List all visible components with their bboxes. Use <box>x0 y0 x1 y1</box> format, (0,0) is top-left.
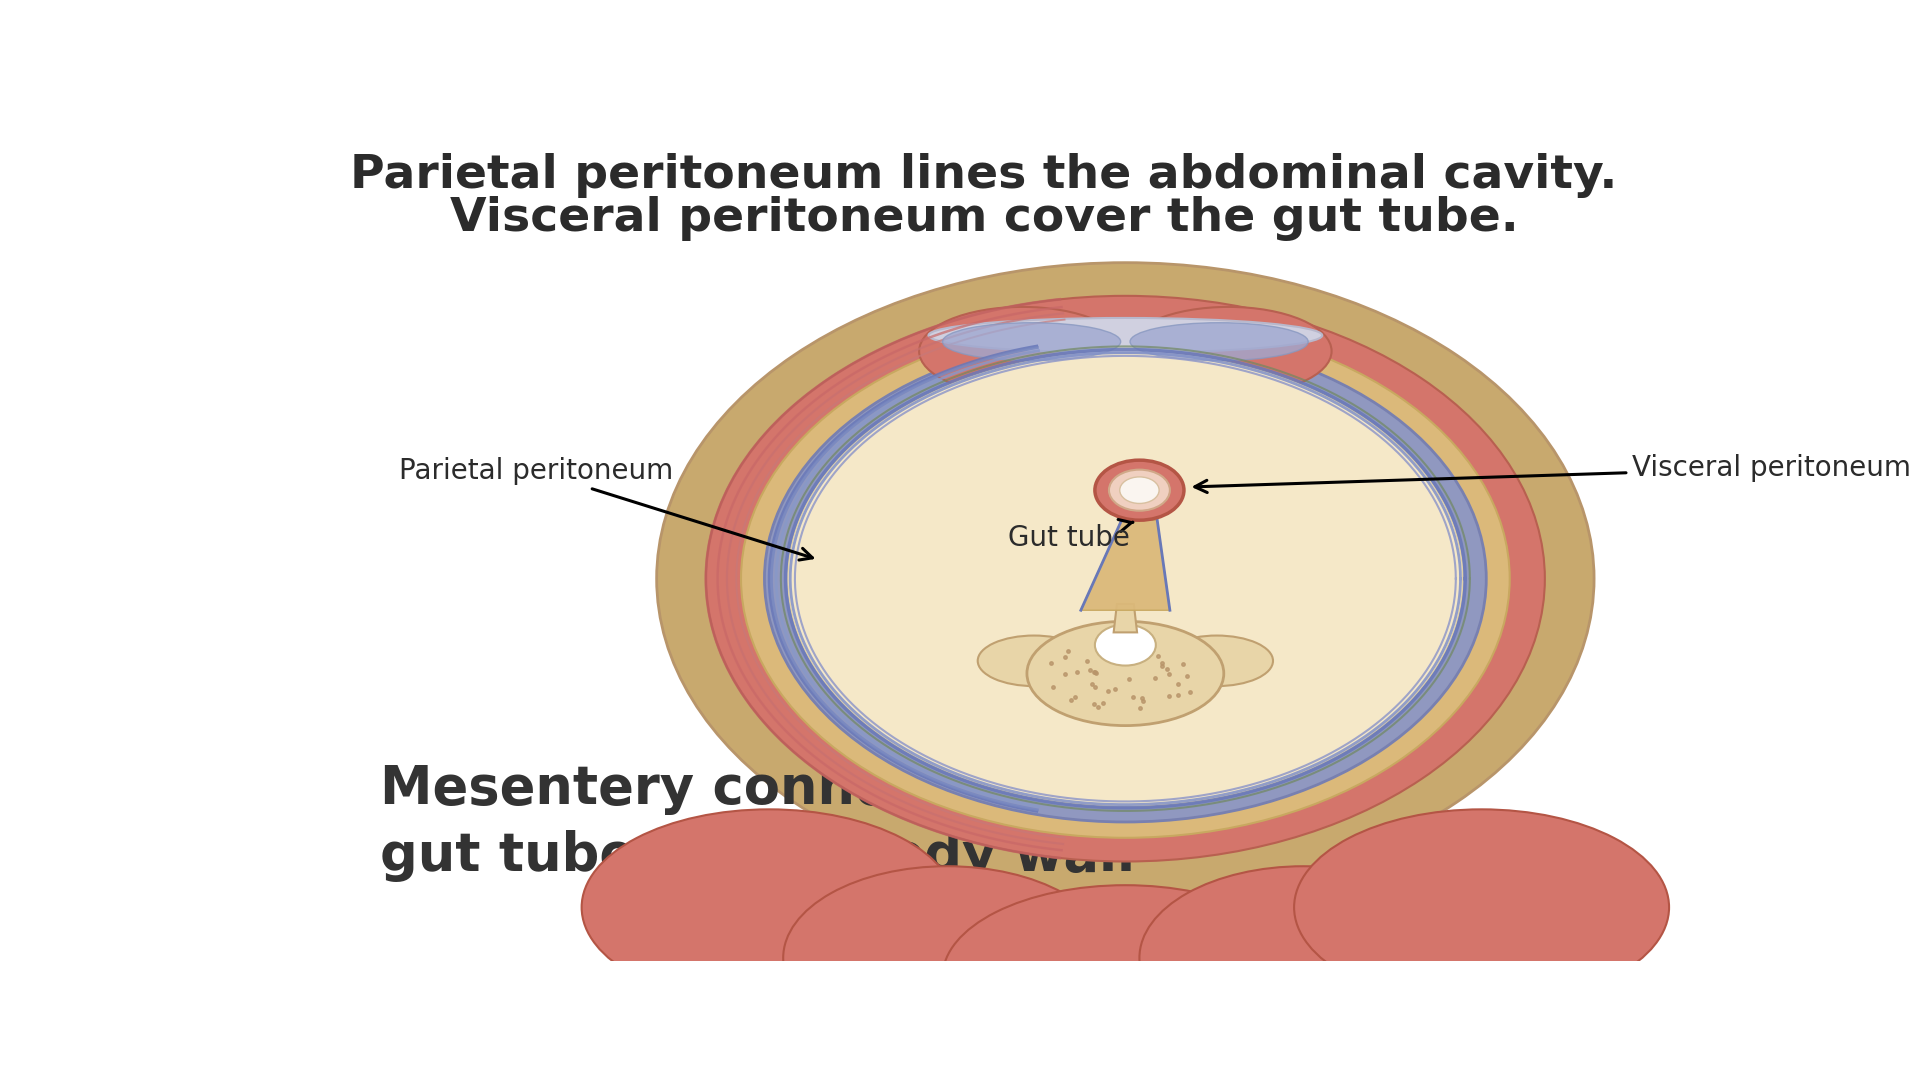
Ellipse shape <box>943 323 1121 361</box>
Text: Parietal peritoneum: Parietal peritoneum <box>399 457 812 561</box>
Text: Gut tube: Gut tube <box>1008 519 1133 552</box>
Ellipse shape <box>1125 307 1332 395</box>
Ellipse shape <box>741 320 1509 838</box>
Ellipse shape <box>657 262 1594 894</box>
Ellipse shape <box>764 335 1486 822</box>
Ellipse shape <box>1110 470 1169 511</box>
Ellipse shape <box>1094 624 1156 665</box>
Ellipse shape <box>1027 621 1223 726</box>
Ellipse shape <box>929 318 1323 353</box>
Ellipse shape <box>1294 809 1668 1005</box>
Ellipse shape <box>920 307 1125 395</box>
Ellipse shape <box>1131 323 1308 361</box>
Text: Mesentery connects the
gut tube to the body wall: Mesentery connects the gut tube to the b… <box>380 764 1135 881</box>
Text: Visceral peritoneum: Visceral peritoneum <box>1194 454 1910 492</box>
Ellipse shape <box>977 635 1091 686</box>
Ellipse shape <box>1160 635 1273 686</box>
Ellipse shape <box>787 351 1463 806</box>
Polygon shape <box>1081 521 1169 610</box>
Ellipse shape <box>943 886 1308 1068</box>
Ellipse shape <box>783 866 1112 1050</box>
Ellipse shape <box>1119 477 1160 503</box>
Polygon shape <box>1114 604 1137 633</box>
Ellipse shape <box>1094 460 1185 521</box>
Ellipse shape <box>582 809 956 1005</box>
Text: Parietal peritoneum lines the abdominal cavity.: Parietal peritoneum lines the abdominal … <box>349 153 1619 199</box>
Ellipse shape <box>1139 866 1467 1050</box>
Text: Visceral peritoneum cover the gut tube.: Visceral peritoneum cover the gut tube. <box>449 195 1519 241</box>
Ellipse shape <box>707 296 1546 862</box>
